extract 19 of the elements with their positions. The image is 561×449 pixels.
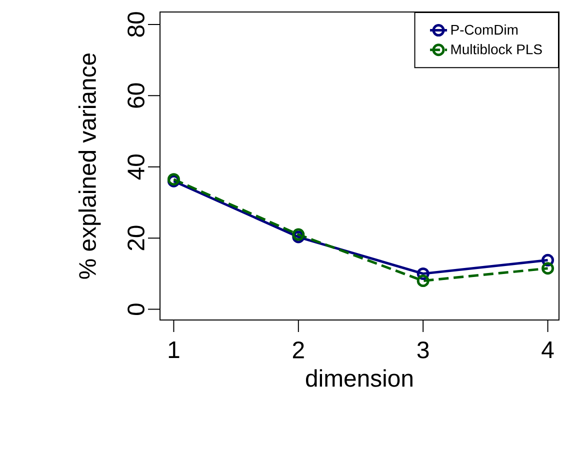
y-tick-label: 80 <box>128 12 144 37</box>
x-tick-label: 2 <box>292 342 304 358</box>
point <box>416 274 430 288</box>
y-tick-label: 0 <box>128 304 144 316</box>
y-axis-title: % explained variance <box>78 53 101 279</box>
point <box>292 230 305 244</box>
point <box>542 254 554 266</box>
point <box>292 228 305 241</box>
y-tick-label: 40 <box>128 154 144 180</box>
point <box>542 262 554 275</box>
x-axis-title: dimension <box>306 369 412 387</box>
x-tick-label: 3 <box>417 342 429 358</box>
y-tick-label: 60 <box>128 83 144 108</box>
legend-label: Multiblock PLS <box>451 44 542 54</box>
x-tick-label: 4 <box>542 342 554 358</box>
legend-label: P-ComDim <box>451 24 518 35</box>
x-tick-label: 1 <box>168 342 180 358</box>
point <box>416 267 430 280</box>
y-tick-label: 20 <box>128 226 144 250</box>
